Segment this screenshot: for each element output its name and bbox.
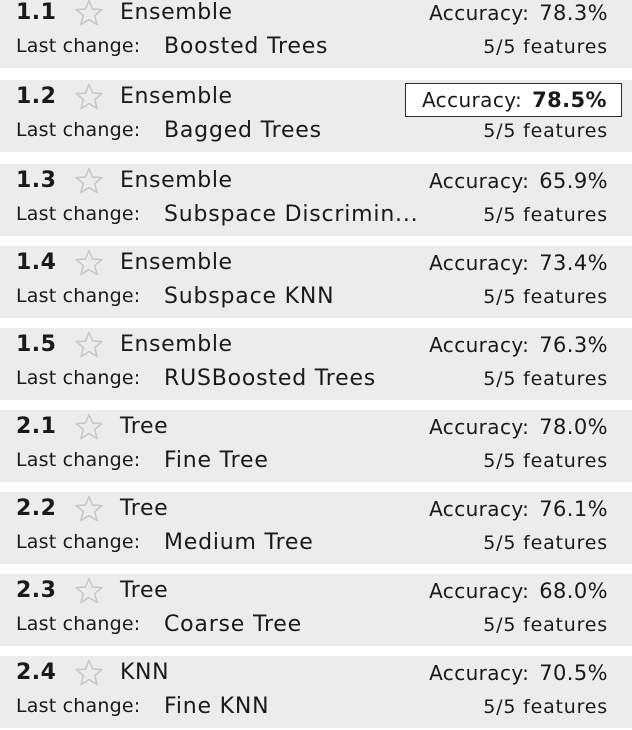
accuracy-readout: Accuracy: 65.9% xyxy=(429,166,608,196)
accuracy-label: Accuracy: xyxy=(429,579,530,603)
accuracy-value: 78.0% xyxy=(539,415,608,439)
model-preset: Subspace Discrimin... xyxy=(164,202,419,227)
best-accuracy-box: Accuracy: 78.5% xyxy=(404,83,622,117)
model-number: 1.1 xyxy=(16,0,57,25)
model-preset: Fine KNN xyxy=(164,694,270,719)
star-outline-icon[interactable] xyxy=(72,330,106,360)
model-type: Ensemble xyxy=(120,250,233,275)
last-change-label: Last change: xyxy=(16,613,141,635)
accuracy-label: Accuracy: xyxy=(429,169,530,193)
feature-count: 5/5 features xyxy=(483,532,608,554)
accuracy-value: 73.4% xyxy=(539,251,608,275)
last-change-label: Last change: xyxy=(16,119,141,141)
last-change-label: Last change: xyxy=(16,35,141,57)
accuracy-label: Accuracy: xyxy=(429,497,530,521)
accuracy-label: Accuracy: xyxy=(429,1,530,25)
model-number: 2.4 xyxy=(16,660,57,685)
model-item-1-1[interactable]: 1.1 Ensemble Accuracy: 78.3% Last change:… xyxy=(0,0,632,68)
accuracy-label: Accuracy: xyxy=(429,415,530,439)
model-item-2-1[interactable]: 2.1 Tree Accuracy: 78.0% Last change: Fin… xyxy=(0,410,632,482)
model-preset: RUSBoosted Trees xyxy=(164,366,377,391)
star-outline-icon[interactable] xyxy=(72,0,106,28)
accuracy-value: 78.5% xyxy=(532,88,607,112)
accuracy-value: 76.3% xyxy=(539,333,608,357)
model-item-1-2[interactable]: 1.2 Ensemble Accuracy: 78.5% Last change:… xyxy=(0,80,632,152)
accuracy-value: 76.1% xyxy=(539,497,608,521)
model-number: 2.1 xyxy=(16,414,57,439)
model-number: 1.2 xyxy=(16,84,57,109)
accuracy-value: 65.9% xyxy=(539,169,608,193)
model-number: 1.3 xyxy=(16,168,57,193)
feature-count: 5/5 features xyxy=(483,614,608,636)
model-preset: Subspace KNN xyxy=(164,284,335,309)
feature-count: 5/5 features xyxy=(483,120,608,142)
model-type: Ensemble xyxy=(120,168,233,193)
feature-count: 5/5 features xyxy=(483,450,608,472)
model-type: Ensemble xyxy=(120,0,233,25)
model-preset: Medium Tree xyxy=(164,530,314,555)
accuracy-label: Accuracy: xyxy=(429,251,530,275)
model-preset: Bagged Trees xyxy=(164,118,322,143)
accuracy-label: Accuracy: xyxy=(429,333,530,357)
model-number: 1.5 xyxy=(16,332,57,357)
star-outline-icon[interactable] xyxy=(72,658,106,688)
star-outline-icon[interactable] xyxy=(72,166,106,196)
model-item-1-3[interactable]: 1.3 Ensemble Accuracy: 65.9% Last change:… xyxy=(0,164,632,236)
accuracy-readout: Accuracy: 70.5% xyxy=(429,658,608,688)
model-preset: Boosted Trees xyxy=(164,34,329,59)
model-item-1-4[interactable]: 1.4 Ensemble Accuracy: 73.4% Last change:… xyxy=(0,246,632,318)
star-outline-icon[interactable] xyxy=(72,494,106,524)
accuracy-value: 70.5% xyxy=(539,661,608,685)
accuracy-label: Accuracy: xyxy=(421,88,523,112)
star-outline-icon[interactable] xyxy=(72,82,106,112)
model-number: 2.3 xyxy=(16,578,57,603)
star-outline-icon[interactable] xyxy=(72,412,106,442)
last-change-label: Last change: xyxy=(16,531,141,553)
model-preset: Coarse Tree xyxy=(164,612,302,637)
last-change-label: Last change: xyxy=(16,367,141,389)
last-change-label: Last change: xyxy=(16,203,141,225)
accuracy-value: 68.0% xyxy=(539,579,608,603)
model-type: Tree xyxy=(120,578,169,603)
accuracy-readout: Accuracy: 68.0% xyxy=(429,576,608,606)
last-change-label: Last change: xyxy=(16,695,141,717)
model-item-2-2[interactable]: 2.2 Tree Accuracy: 76.1% Last change: Med… xyxy=(0,492,632,564)
star-outline-icon[interactable] xyxy=(72,576,106,606)
model-type: Tree xyxy=(120,496,169,521)
last-change-label: Last change: xyxy=(16,449,141,471)
model-type: Ensemble xyxy=(120,84,233,109)
accuracy-readout: Accuracy: 76.1% xyxy=(429,494,608,524)
model-item-2-4[interactable]: 2.4 KNN Accuracy: 70.5% Last change: Fine… xyxy=(0,656,632,728)
last-change-label: Last change: xyxy=(16,285,141,307)
accuracy-readout: Accuracy: 76.3% xyxy=(429,330,608,360)
model-type: Tree xyxy=(120,414,169,439)
model-preset: Fine Tree xyxy=(164,448,269,473)
model-item-1-5[interactable]: 1.5 Ensemble Accuracy: 76.3% Last change:… xyxy=(0,328,632,400)
feature-count: 5/5 features xyxy=(483,696,608,718)
accuracy-readout: Accuracy: 73.4% xyxy=(429,248,608,278)
model-number: 2.2 xyxy=(16,496,57,521)
model-type: KNN xyxy=(120,660,170,685)
feature-count: 5/5 features xyxy=(483,286,608,308)
accuracy-value: 78.3% xyxy=(539,1,608,25)
feature-count: 5/5 features xyxy=(483,36,608,58)
accuracy-readout: Accuracy: 78.3% xyxy=(429,0,608,28)
model-item-2-3[interactable]: 2.3 Tree Accuracy: 68.0% Last change: Coa… xyxy=(0,574,632,646)
model-number: 1.4 xyxy=(16,250,57,275)
accuracy-readout: Accuracy: 78.0% xyxy=(429,412,608,442)
model-type: Ensemble xyxy=(120,332,233,357)
accuracy-label: Accuracy: xyxy=(429,661,530,685)
feature-count: 5/5 features xyxy=(483,368,608,390)
star-outline-icon[interactable] xyxy=(72,248,106,278)
feature-count: 5/5 features xyxy=(483,204,608,226)
